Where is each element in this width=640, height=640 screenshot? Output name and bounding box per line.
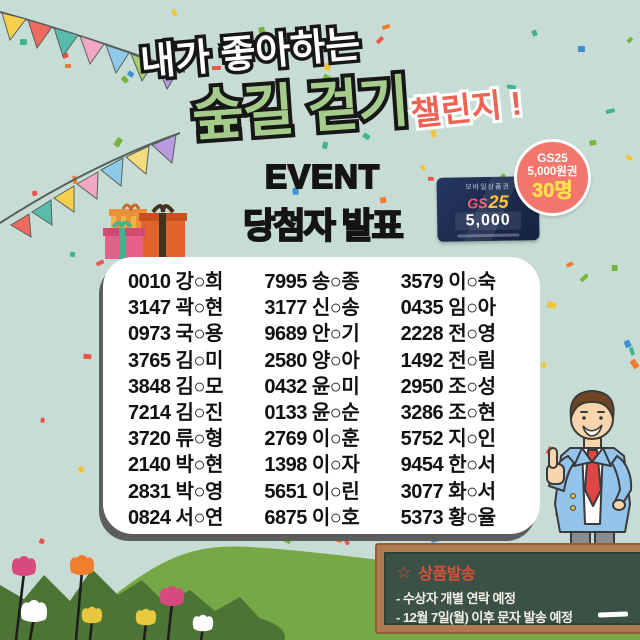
winner-item: 0010 강○희 (128, 271, 223, 293)
notice-items: - 수상자 개별 연락 예정 - 12월 7일(월) 이후 문자 발송 예정 (396, 589, 634, 627)
winner-item: 3765 김○미 (128, 349, 223, 372)
winner-item: 6875 이○호 (264, 506, 360, 529)
confetti-piece (40, 416, 46, 423)
winner-item: 9454 한○서 (400, 454, 496, 477)
winner-item: 0432 윤○미 (264, 375, 360, 398)
winner-item: 3848 김○모 (128, 375, 223, 398)
winner-item: 5651 이○린 (264, 480, 360, 503)
winner-item: 2831 박○영 (128, 480, 223, 503)
notice-board-surface: ☆ 상품발송 - 수상자 개별 연락 예정 - 12월 7일(월) 이후 문자 발… (384, 552, 640, 625)
winner-item: 0824 서○연 (128, 506, 223, 529)
confetti-piece (531, 28, 539, 37)
winner-item: 5373 황○율 (400, 506, 496, 529)
winner-item: 0435 임○아 (400, 297, 496, 320)
confetti-piece (611, 265, 619, 272)
notice-item: - 12월 7일(월) 이후 문자 발송 예정 (396, 610, 573, 625)
confetti-piece (540, 360, 548, 368)
notice-title: 상품발송 (418, 566, 476, 583)
winners-panel: 0010 강○희 3147 곽○현 0973 국○용 3765 김○미 3848 김○모… (103, 257, 540, 534)
winner-item: 3147 곽○현 (128, 297, 223, 320)
winner-item: 3077 화○서 (400, 480, 496, 503)
gift-card-amount: 5,000 (455, 211, 521, 231)
winner-item: 3177 신○송 (264, 297, 360, 320)
confetti-piece (626, 36, 634, 44)
winner-item: 3720 류○형 (128, 428, 223, 451)
tulip-flowers-icon (11, 555, 214, 632)
confetti-piece (77, 465, 86, 475)
prize-badge: GS25 5,000원권 30명 (514, 139, 591, 216)
winner-item: 3286 조○현 (400, 402, 496, 425)
winners-column-1: 0010 강○희 3147 곽○현 0973 국○용 3765 김○미 3848 김○모… (128, 269, 253, 534)
winner-item: 5752 지○인 (400, 428, 496, 451)
winner-item: 2950 조○성 (400, 375, 496, 398)
confetti-piece (605, 108, 616, 115)
prize-badge-count: 30명 (532, 180, 573, 203)
confetti-piece (69, 251, 76, 258)
winner-item: 0133 윤○순 (264, 402, 360, 425)
bunting-garland-icon (0, 11, 186, 91)
confetti-piece (546, 301, 557, 310)
confetti-piece (588, 139, 597, 147)
presenter-man-illustration (546, 390, 633, 561)
winner-item: 1492 전○림 (400, 349, 496, 372)
winner-item: 2580 양○아 (264, 349, 360, 372)
confetti-piece (565, 261, 574, 268)
notice-board: ☆ 상품발송 - 수상자 개별 연락 예정 - 12월 7일(월) 이후 문자 발… (375, 543, 640, 634)
confetti-piece (629, 358, 640, 370)
confetti-piece (82, 353, 92, 360)
confetti-piece (578, 46, 586, 53)
gs25-logo: GS 25 (467, 191, 509, 212)
confetti-piece (625, 154, 634, 162)
prize-badge-brand: GS25 (537, 150, 568, 165)
winner-item: 7995 송○종 (264, 271, 360, 293)
confetti-piece (579, 273, 589, 283)
chalk-piece-icon (597, 611, 629, 618)
event-subheading: 당첨자 발표 (242, 206, 405, 247)
winner-item: 1398 이○자 (264, 454, 360, 477)
gift-boxes-icon (103, 203, 187, 259)
gs25-logo-gs: GS (467, 195, 488, 212)
star-icon: ☆ (396, 562, 412, 582)
confetti-piece (95, 259, 105, 267)
prize-badge-voucher: 5,000원권 (527, 165, 578, 178)
winner-item: 2228 전○영 (400, 323, 496, 346)
gift-card-footer-line (457, 233, 520, 238)
bunting-garland-icon (0, 132, 181, 238)
winner-item: 2769 이○훈 (264, 428, 360, 451)
winner-item: 9689 안○기 (264, 323, 360, 346)
winner-item: 0973 국○용 (128, 323, 223, 346)
confetti-piece (628, 346, 636, 356)
winners-column-2: 7995 송○종 3177 신○송 9689 안○기 2580 양○아 0432 윤○미… (264, 269, 389, 534)
notice-item: - 수상자 개별 연락 예정 (396, 591, 516, 606)
event-heading: EVENT (264, 157, 381, 196)
winner-item: 2140 박○현 (128, 454, 223, 477)
winners-column-3: 3579 이○숙 0435 임○아 2228 전○영 1492 전○림 2950 조○성… (401, 269, 526, 534)
gs25-logo-25: 25 (488, 191, 509, 212)
winner-item: 7214 김○진 (128, 402, 223, 425)
gift-card-top-label: 모바일상품권 (465, 183, 510, 192)
winner-item: 3579 이○숙 (400, 271, 496, 293)
